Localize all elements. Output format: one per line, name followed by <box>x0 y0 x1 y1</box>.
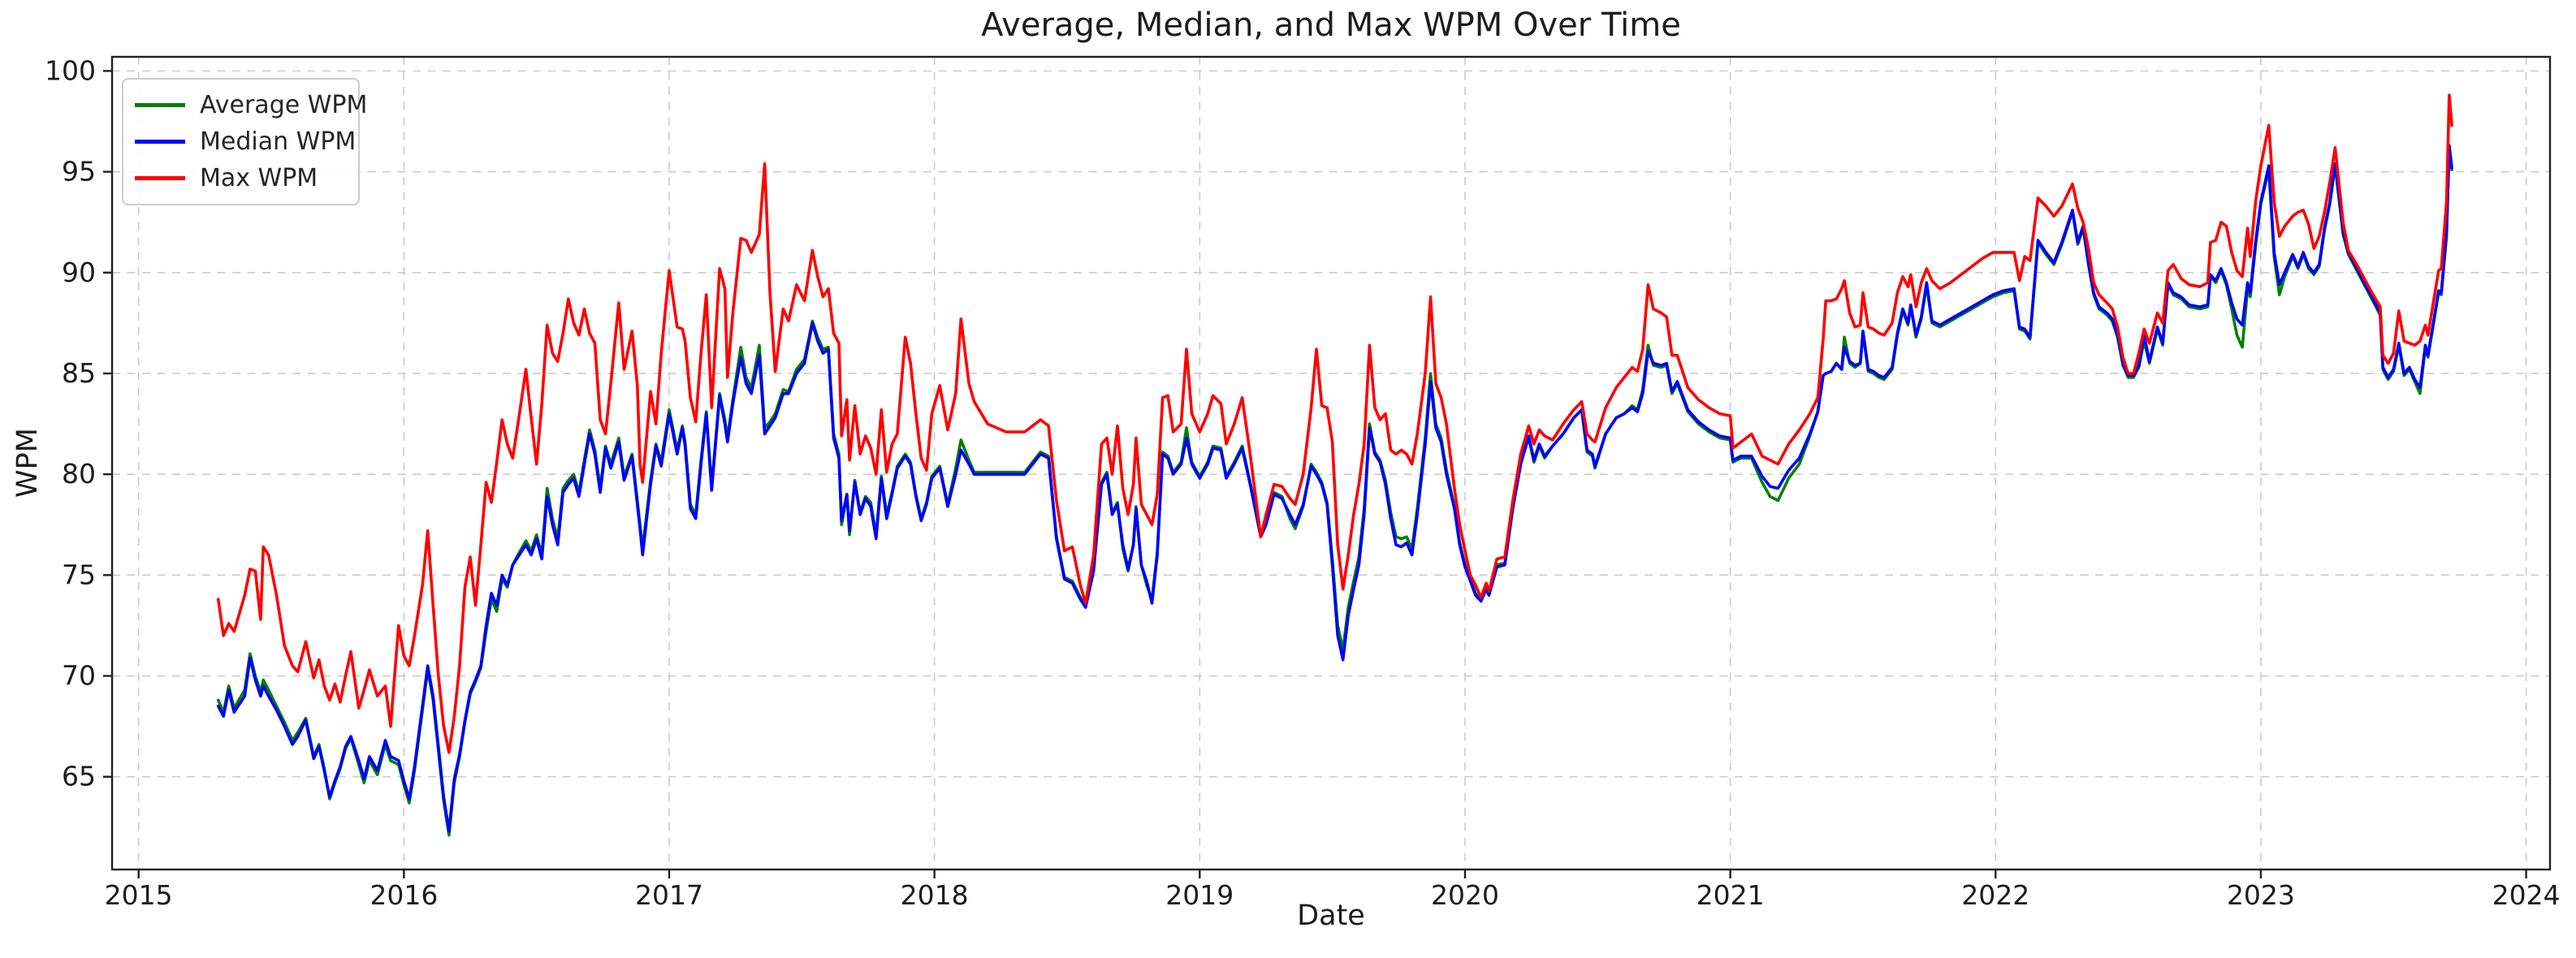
legend: Average WPM Median WPM Max WPM <box>122 78 367 205</box>
legend-line-sample <box>135 176 185 180</box>
x-axis-label: Date <box>1297 900 1365 932</box>
y-tick-label-70: 70 <box>62 660 96 692</box>
y-tick-label-80: 80 <box>62 458 96 490</box>
y-tick-label-65: 65 <box>62 761 96 792</box>
axes-frame <box>110 55 2552 871</box>
legend-line-sample <box>135 103 185 107</box>
x-tick-label-2024: 2024 <box>2492 879 2561 911</box>
y-tick-label-75: 75 <box>62 559 96 590</box>
legend-label: Max WPM <box>200 164 318 192</box>
x-tick-label-2020: 2020 <box>1431 879 1499 911</box>
x-tick-label-2016: 2016 <box>370 879 438 911</box>
y-tick-label-95: 95 <box>62 156 96 188</box>
x-tick-label-2017: 2017 <box>635 879 703 911</box>
x-tick-label-2018: 2018 <box>901 879 969 911</box>
y-tick-label-90: 90 <box>62 257 96 288</box>
x-tick-label-2022: 2022 <box>1961 879 2029 911</box>
y-tick-label-100: 100 <box>45 54 96 86</box>
x-tick-label-2019: 2019 <box>1165 879 1234 911</box>
x-tick-label-2015: 2015 <box>105 879 173 911</box>
x-tick-label-2023: 2023 <box>2227 879 2295 911</box>
max-wpm-line <box>216 93 2453 754</box>
legend-label: Median WPM <box>200 127 357 156</box>
legend-label: Average WPM <box>200 91 368 119</box>
chart-title: Average, Median, and Max WPM Over Time <box>981 6 1681 44</box>
legend-item-median-wpm: Median WPM <box>123 127 358 156</box>
median-wpm-line <box>216 144 2453 833</box>
legend-item-max-wpm: Max WPM <box>123 164 358 192</box>
x-tick-label-2021: 2021 <box>1696 879 1765 911</box>
legend-item-average-wpm: Average WPM <box>123 91 367 119</box>
y-axis-label: WPM <box>11 428 44 498</box>
y-tick-label-85: 85 <box>62 357 96 389</box>
legend-line-sample <box>135 140 185 144</box>
